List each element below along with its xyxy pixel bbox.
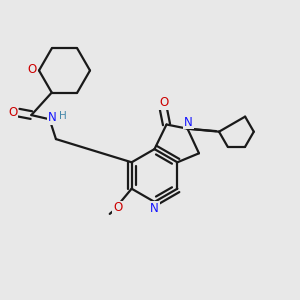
Text: N: N (184, 116, 193, 129)
Text: H: H (59, 111, 66, 121)
Text: N: N (150, 202, 159, 215)
Text: O: O (27, 63, 36, 76)
Text: O: O (8, 106, 17, 119)
Text: O: O (160, 96, 169, 110)
Text: O: O (113, 201, 122, 214)
Text: N: N (48, 111, 57, 124)
